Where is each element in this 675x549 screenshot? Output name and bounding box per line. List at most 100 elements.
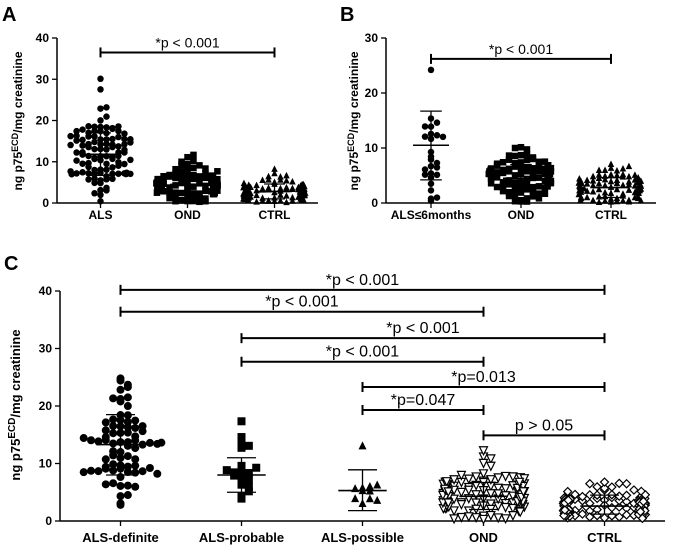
panel-b-data-point xyxy=(523,156,531,164)
panel-b-data-point xyxy=(523,146,531,153)
panel-b-data-point xyxy=(583,187,591,194)
panel-c-data-point xyxy=(123,441,132,450)
panel-c-data-point xyxy=(599,513,610,523)
panel-b-data-point xyxy=(547,167,554,175)
panel-c-data-point xyxy=(463,512,474,523)
panel-b-data-point xyxy=(613,179,621,187)
panel-c-data-point xyxy=(145,463,154,472)
panel-c-data-point xyxy=(577,491,588,502)
panel-c: C ng p75ECD/mg creatinine 0 10 20 30 40 ALS-d… xyxy=(4,253,665,545)
panel-a-data-point xyxy=(123,169,130,176)
panel-a-data-point xyxy=(85,133,92,140)
panel-b-y-tick-label: 20 xyxy=(365,86,379,100)
panel-c-data-point xyxy=(123,462,132,471)
panel-c-data-point xyxy=(365,494,374,503)
panel-a-data-point xyxy=(202,170,209,177)
panel-a-data-point xyxy=(73,170,80,177)
panel-b-data-point xyxy=(529,188,537,195)
panel-b-data-point xyxy=(433,132,441,139)
panel-c-data-point xyxy=(562,486,573,497)
panel-a-data-point xyxy=(300,180,307,188)
panel-b-data-point xyxy=(529,154,537,161)
panel-c-data-point xyxy=(365,481,374,490)
panel-a-data-point xyxy=(115,127,122,135)
panel-c-data-point xyxy=(116,499,125,508)
panel-c-data-point xyxy=(500,484,511,495)
panel-a-data-point xyxy=(73,127,80,135)
panel-c-data-point xyxy=(138,422,147,431)
panel-b-data-point xyxy=(517,143,525,151)
panel-a-data-point xyxy=(67,132,74,140)
panel-c-data-point xyxy=(109,439,118,448)
panel-c-data-point xyxy=(237,439,246,448)
panel-a-data-point xyxy=(202,197,209,205)
panel-b-data-point xyxy=(544,183,551,190)
panel-a-data-point xyxy=(121,160,128,168)
panel-c-data-point xyxy=(637,513,648,524)
panel-c-comparison-label: *p=0.047 xyxy=(391,392,456,409)
panel-c-y-axis-label: ng p75ECD/mg creatinine xyxy=(7,329,23,480)
panel-a-data-point xyxy=(283,198,290,206)
panel-a-data-point xyxy=(97,117,104,124)
panel-c-data-point xyxy=(449,475,460,486)
panel-a-data-point xyxy=(265,197,272,204)
panel-a-data-point xyxy=(127,156,134,164)
panel-b-data-point xyxy=(580,184,588,192)
panel-a-data-point xyxy=(184,161,191,168)
panel-b-data-point xyxy=(625,162,633,170)
panel-c-category-label: ALS-possible xyxy=(321,530,404,545)
panel-b-data-point xyxy=(493,183,501,191)
panel-b-data-point xyxy=(535,190,543,197)
panel-b-data-point xyxy=(547,177,555,185)
panel-c-data-point xyxy=(463,485,474,496)
panel-a-data-point xyxy=(103,113,110,120)
panel-c-data-point xyxy=(123,452,132,461)
panel-b-data-point xyxy=(541,190,549,197)
panel-a-data-point xyxy=(178,158,185,165)
panel-c-data-point xyxy=(123,393,132,402)
panel-c-data-point xyxy=(485,499,496,510)
panel-c-data-point xyxy=(621,510,632,520)
panel-c-data-point xyxy=(485,489,496,500)
panel-a-data-point xyxy=(240,179,248,187)
panel-c-data-point xyxy=(244,441,253,450)
panel-a-data-point xyxy=(289,178,296,185)
panel-a-data-point xyxy=(265,172,272,180)
panel-b-y-tick-label: 10 xyxy=(365,141,379,155)
panel-a-data-point xyxy=(91,190,98,197)
panel-c-data-point xyxy=(109,422,118,431)
panel-a-data-point xyxy=(73,157,80,164)
panel-a-data-point xyxy=(79,126,86,133)
panel-c-data-point xyxy=(514,477,525,488)
panel-b-data-point xyxy=(575,190,583,198)
panel-a-data-point xyxy=(79,142,86,149)
panel-a-data-point xyxy=(73,137,80,144)
panel-c-data-point xyxy=(478,514,489,525)
panel-a-y-tick-label: 40 xyxy=(36,31,50,45)
panel-a-data-point xyxy=(172,189,179,196)
panel-a-data-point xyxy=(253,198,260,205)
panel-a-data-point xyxy=(283,192,290,199)
panel-b-data-point xyxy=(523,179,531,186)
panel-a-data-point xyxy=(68,171,75,178)
panel-b-category-label: ALS≤6months xyxy=(391,208,472,222)
panel-a-data-point xyxy=(271,169,278,177)
panel-c-data-point xyxy=(478,446,489,457)
panel-a-data-point xyxy=(166,173,173,180)
panel-c-data-point xyxy=(560,505,570,515)
panel-c-data-point xyxy=(485,461,496,472)
panel-a-data-point xyxy=(190,151,197,159)
panel-b-data-point xyxy=(595,198,603,206)
panel-b-data-point xyxy=(544,174,552,182)
panel-b-data-point xyxy=(576,174,583,182)
panel-c-data-point xyxy=(485,510,496,521)
panel-a-data-point xyxy=(196,198,203,206)
panel-a-data-point xyxy=(196,190,203,197)
panel-a-data-point xyxy=(212,186,219,193)
panel-c-data-point xyxy=(116,385,125,394)
panel-c-data-point xyxy=(116,492,125,501)
panel-b-data-point xyxy=(625,198,633,205)
panel-a-data-point xyxy=(244,195,252,203)
panel-c-data-point xyxy=(485,475,496,486)
panel-c-data-point xyxy=(153,469,162,478)
